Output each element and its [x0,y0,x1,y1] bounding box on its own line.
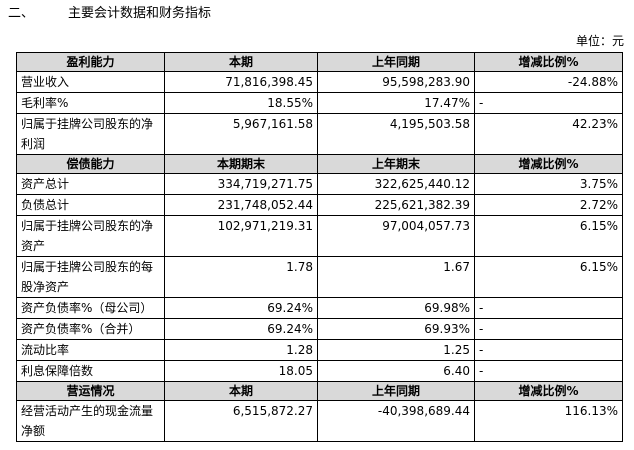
cell-value: 42.23% [474,113,623,155]
cell-value: - [474,92,623,114]
cell-value: 6.40 [317,360,475,382]
cell-value: 6.15% [474,256,623,298]
data-row: 流动比率 1.28 1.25- [16,339,623,361]
data-row: 资产负债率%（母公司） 69.24% 69.98% - [16,297,623,319]
cell-value: 2.72% [474,194,623,216]
section-number: 二、 [8,6,35,21]
cell-value: 322,625,440.12 [317,173,475,195]
row-label: 资产负债率%（母公司） [16,297,165,319]
row-label: 营业收入 [16,71,165,93]
data-row: 资产负债率%（合并） 69.24% 69.93% - [16,318,623,340]
cell-value: - [474,360,623,382]
cell-value: 5,967,161.58 [164,113,318,155]
row-label: 毛利率% [16,92,165,114]
header-row: 偿债能力 本期期末 上年期末 增减比例% [16,154,623,174]
cell-value: - [474,318,623,340]
data-row: 归属于挂牌公司股东的净利润 5,967,161.58 4,195,503.58 42.… [16,113,623,155]
financial-table: 盈利能力 本期 上年同期 增减比例% 营业收入 71,816,398.45 95,598,2… [16,52,623,442]
column-header: 本期 [164,381,318,401]
cell-value: 334,719,271.75 [164,173,318,195]
cell-value: 225,621,382.39 [317,194,475,216]
cell-value: 3.75% [474,173,623,195]
cell-value: 69.98% [317,297,475,319]
row-label: 流动比率 [16,339,165,361]
cell-value: - [474,339,623,361]
cell-value: 6.15% [474,215,623,257]
column-header: 增减比例% [474,154,623,174]
cell-value: 116.13% [474,400,623,442]
cell-value: 69.24% [164,318,318,340]
cell-value: -24.88% [474,71,623,93]
data-row: 归属于挂牌公司股东的净资产 102,971,219.31 97,004,057.73… [16,215,623,257]
header-row: 盈利能力 本期 上年同期 增减比例% [16,52,623,72]
data-row: 营业收入 71,816,398.45 95,598,283.90 -24.88% [16,71,623,93]
data-row: 经营活动产生的现金流量净额 6,515,872.27 -40,398,689.44 1… [16,400,623,442]
unit-label: 单位：元 [575,34,624,48]
row-label: 资产总计 [16,173,165,195]
data-row: 归属于挂牌公司股东的每股净资产 1.78 1.67 6.15% [16,256,623,298]
cell-value: 97,004,057.73 [317,215,475,257]
section-title: 主要会计数据和财务指标 [68,6,212,21]
data-row: 负债总计 231,748,052.44 225,621,382.39 2.72% [16,194,623,216]
row-label: 负债总计 [16,194,165,216]
cell-value: 6,515,872.27 [164,400,318,442]
cell-value: - [474,297,623,319]
cell-value: -40,398,689.44 [317,400,475,442]
cell-value: 4,195,503.58 [317,113,475,155]
row-label: 资产负债率%（合并） [16,318,165,340]
column-header: 上年同期 [317,52,475,72]
column-header: 盈利能力 [16,52,165,72]
data-row: 资产总计 334,719,271.75 322,625,440.12 3.75% [16,173,623,195]
column-header: 营运情况 [16,381,165,401]
header-row: 营运情况 本期 上年同期 增减比例% [16,381,623,401]
cell-value: 102,971,219.31 [164,215,318,257]
column-header: 偿债能力 [16,154,165,174]
column-header: 上年期末 [317,154,475,174]
cell-value: 18.05 [164,360,318,382]
column-header: 增减比例% [474,52,623,72]
column-header: 本期期末 [164,154,318,174]
row-label: 归属于挂牌公司股东的净资产 [16,215,165,257]
data-row: 利息保障倍数 18.05 6.40- [16,360,623,382]
column-header: 增减比例% [474,381,623,401]
cell-value: 95,598,283.90 [317,71,475,93]
cell-value: 231,748,052.44 [164,194,318,216]
cell-value: 69.24% [164,297,318,319]
row-label: 归属于挂牌公司股东的净利润 [16,113,165,155]
cell-value: 1.78 [164,256,318,298]
cell-value: 18.55% [164,92,318,114]
cell-value: 1.28 [164,339,318,361]
row-label: 经营活动产生的现金流量净额 [16,400,165,442]
row-label: 利息保障倍数 [16,360,165,382]
column-header: 本期 [164,52,318,72]
data-row: 毛利率% 18.55% 17.47% - [16,92,623,114]
row-label: 归属于挂牌公司股东的每股净资产 [16,256,165,298]
cell-value: 71,816,398.45 [164,71,318,93]
column-header: 上年同期 [317,381,475,401]
cell-value: 1.67 [317,256,475,298]
cell-value: 17.47% [317,92,475,114]
cell-value: 1.25 [317,339,475,361]
cell-value: 69.93% [317,318,475,340]
section-heading: 二、 主要会计数据和财务指标 [8,2,211,21]
